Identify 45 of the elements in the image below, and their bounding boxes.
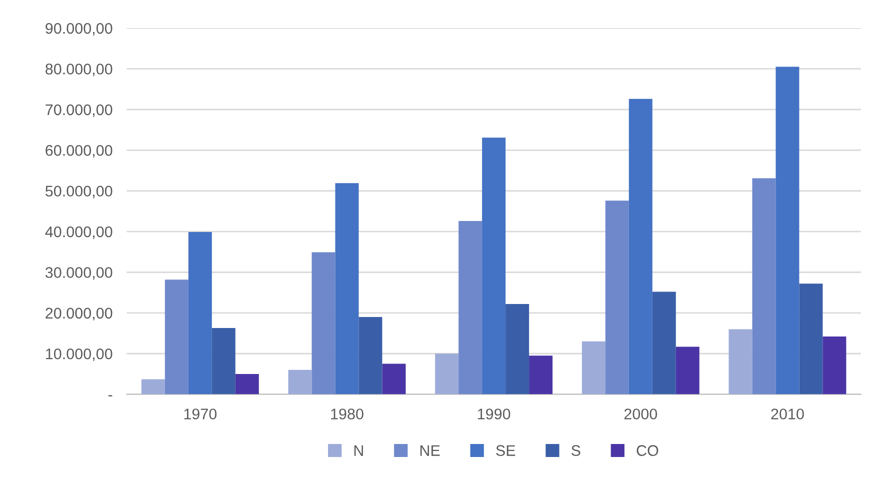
legend-label: N bbox=[354, 445, 363, 456]
legend-label: S bbox=[571, 445, 580, 456]
bar bbox=[728, 329, 752, 394]
y-tick-label: 60.000,00 bbox=[46, 145, 112, 158]
bar bbox=[235, 374, 259, 394]
bar bbox=[752, 178, 776, 394]
legend-label: CO bbox=[636, 445, 658, 456]
bar bbox=[529, 356, 553, 394]
x-tick-label: 2000 bbox=[624, 408, 658, 420]
bar bbox=[435, 354, 459, 394]
bar bbox=[288, 370, 312, 394]
y-tick-label: 10.000,00 bbox=[46, 348, 112, 362]
y-tick-label: 90.000,00 bbox=[46, 23, 112, 36]
bar bbox=[582, 341, 606, 394]
bar bbox=[458, 220, 482, 394]
y-tick-label: - bbox=[108, 395, 112, 396]
bar bbox=[212, 328, 236, 394]
x-tick-label: 1990 bbox=[478, 408, 510, 420]
bar bbox=[676, 346, 700, 394]
bar bbox=[141, 379, 165, 394]
y-tick-label: 50.000,00 bbox=[45, 186, 112, 198]
y-tick-label: 70.000,00 bbox=[46, 104, 112, 117]
legend-label: NE bbox=[420, 445, 440, 456]
bar bbox=[382, 364, 406, 394]
bar bbox=[188, 232, 212, 394]
bar bbox=[776, 66, 800, 394]
y-tick-label: 40.000,00 bbox=[45, 226, 112, 240]
x-tick-label: 1980 bbox=[331, 408, 364, 420]
x-tick-label: 2010 bbox=[771, 408, 804, 420]
y-tick-label: 20.000,00 bbox=[46, 308, 112, 320]
bar bbox=[605, 200, 629, 394]
x-tick-label: 1970 bbox=[184, 408, 217, 420]
bar bbox=[312, 252, 336, 394]
bar bbox=[335, 183, 359, 394]
bar bbox=[506, 304, 530, 394]
bar bbox=[652, 292, 676, 394]
y-tick-label: 30.000,00 bbox=[45, 267, 112, 280]
y-tick-label: 80.000,00 bbox=[46, 64, 112, 76]
bar bbox=[482, 138, 506, 394]
bar bbox=[799, 284, 823, 394]
bar bbox=[358, 317, 382, 394]
bar bbox=[628, 98, 652, 394]
bar bbox=[822, 336, 846, 394]
legend-label: SE bbox=[496, 445, 516, 456]
bar bbox=[164, 280, 188, 394]
